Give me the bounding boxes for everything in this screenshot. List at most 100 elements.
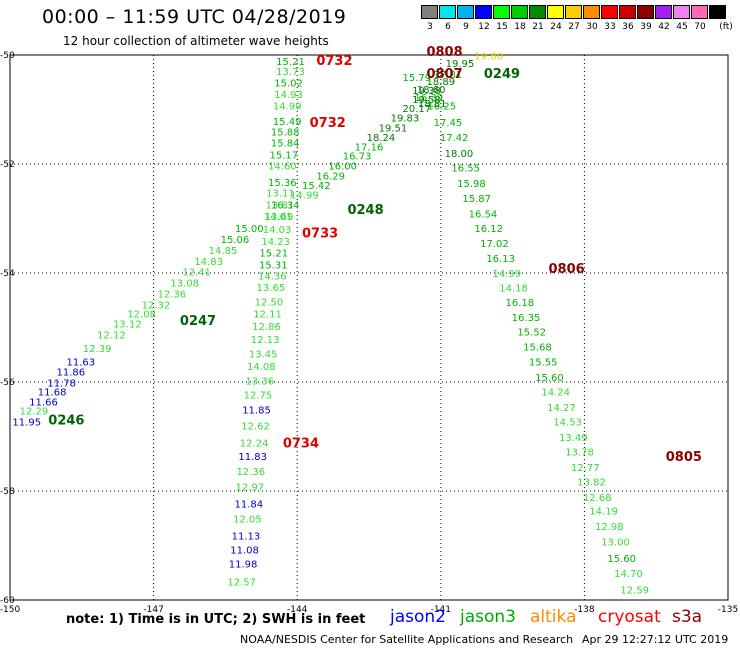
- lat-tick-label: -56: [0, 378, 15, 388]
- wave-height-value: 15.00: [235, 224, 264, 235]
- wave-height-value: 12.75: [244, 390, 273, 401]
- wave-height-value: 12.13: [251, 335, 280, 346]
- legend-swatch: [457, 5, 474, 19]
- wave-height-value: 12.08: [127, 310, 156, 321]
- wave-height-value: 20.17: [403, 104, 432, 115]
- wave-height-value: 16.29: [316, 171, 345, 182]
- wave-height-value: 16.34: [271, 201, 300, 212]
- legend-label: 33: [604, 22, 616, 32]
- lat-tick-label: -60: [0, 596, 15, 606]
- wave-height-value: 16.73: [343, 152, 372, 163]
- wave-height-value: 19.58: [412, 95, 441, 106]
- wave-height-value: 19.51: [379, 123, 408, 134]
- wave-height-value: 18.81: [418, 99, 447, 110]
- lat-tick-label: -58: [0, 487, 15, 497]
- wave-height-value: 18.00: [445, 149, 474, 160]
- wave-height-value: 14.93: [274, 90, 303, 101]
- legend-label: 39: [640, 22, 652, 32]
- wave-height-value: 11.78: [47, 378, 76, 389]
- wave-height-value: 12.97: [235, 482, 264, 493]
- legend-swatch: [637, 5, 654, 19]
- generation-timestamp: Apr 29 12:27:12 UTC 2019: [582, 633, 729, 646]
- wave-height-value: 16.12: [474, 224, 503, 235]
- legend-label: 9: [463, 22, 469, 32]
- wave-height-value: 13.65: [257, 283, 286, 294]
- legend-swatch: [691, 5, 708, 19]
- wave-height-value: 11.84: [235, 499, 264, 510]
- wave-height-value: 13.11: [266, 189, 295, 200]
- legend-label: 3: [427, 22, 433, 32]
- legend-label: 27: [568, 22, 580, 32]
- pass-time-label: 0246: [48, 414, 84, 429]
- legend-swatch: [439, 5, 456, 19]
- wave-height-value: 14.01: [264, 212, 293, 223]
- wave-height-value: 13.82: [577, 478, 606, 489]
- wave-height-value: 14.23: [261, 237, 290, 248]
- pass-time-label: 0806: [549, 262, 585, 277]
- lon-tick-label: -144: [287, 605, 308, 615]
- footnote: note: 1) Time is in UTC; 2) SWH is in fe…: [66, 612, 366, 627]
- wave-height-value: 14.18: [499, 284, 528, 295]
- wave-height-value: 14.19: [589, 506, 618, 517]
- pass-time-label: 0805: [666, 450, 702, 465]
- wave-height-value: 13.00: [601, 538, 630, 549]
- wave-height-value: 12.29: [20, 407, 49, 418]
- pass-time-label: 0249: [484, 67, 520, 82]
- wave-height-value: 15.36: [268, 178, 297, 189]
- legend-swatch: [529, 5, 546, 19]
- wave-height-value: 12.36: [236, 467, 265, 478]
- wave-height-value: 15.55: [529, 358, 558, 369]
- legend-swatch: [547, 5, 564, 19]
- wave-height-value: 15.88: [271, 128, 300, 139]
- wave-height-value: 19.83: [391, 113, 420, 124]
- wave-height-value: 16.39: [415, 93, 444, 104]
- page-title: 00:00 – 11:59 UTC 04/28/2019: [42, 6, 347, 28]
- legend-swatch: [619, 5, 636, 19]
- wave-height-value: 13.49: [559, 433, 588, 444]
- lon-tick-label: -147: [143, 605, 163, 615]
- wave-height-value: 15.21: [276, 57, 305, 68]
- pass-time-label: 0808: [426, 45, 462, 60]
- legend-swatch: [493, 5, 510, 19]
- wave-height-value: 14.03: [263, 225, 292, 236]
- legend-swatch: [565, 5, 582, 19]
- credit-line: NOAA/NESDIS Center for Satellite Applica…: [240, 633, 574, 646]
- wave-height-value: 15.02: [274, 79, 303, 90]
- wave-height-value: 11.83: [238, 452, 267, 463]
- wave-height-value: 14.70: [614, 569, 643, 580]
- page-subtitle: 12 hour collection of altimeter wave hei…: [63, 34, 329, 48]
- legend-swatch: [421, 5, 438, 19]
- wave-height-value: 13.08: [170, 279, 199, 290]
- wave-height-value: 11.13: [232, 532, 261, 543]
- wave-height-value: 14.99: [493, 269, 522, 280]
- legend-swatch: [709, 5, 726, 19]
- satellite-s3a: s3a: [672, 607, 703, 627]
- legend-swatch: [583, 5, 600, 19]
- satellite-cryosat: cryosat: [598, 607, 661, 627]
- wave-height-value: 15.79: [403, 73, 432, 84]
- wave-height-value: 16.18: [505, 298, 534, 309]
- legend-swatch: [655, 5, 672, 19]
- wave-height-value: 11.08: [230, 546, 259, 557]
- wave-height-value: 11.98: [229, 559, 258, 570]
- satellite-jason3: jason3: [460, 607, 516, 627]
- wave-height-value: 15.21: [259, 249, 288, 260]
- wave-height-value: 17.16: [355, 142, 384, 153]
- wave-height-value: 14.08: [247, 362, 276, 373]
- legend-label: 70: [694, 22, 706, 32]
- wave-height-value: 15.17: [269, 151, 298, 162]
- wave-height-value: 14.36: [258, 272, 287, 283]
- wave-height-value: 15.98: [457, 179, 486, 190]
- wave-height-value: 15.06: [221, 235, 250, 246]
- wave-height-value: 12.41: [182, 268, 211, 279]
- wave-height-value: 11.68: [38, 388, 67, 399]
- pass-time-label: 0734: [283, 436, 319, 451]
- wave-height-value: 14.53: [553, 418, 582, 429]
- wave-height-value: 14.85: [209, 246, 238, 257]
- wave-height-value: 14.83: [194, 257, 223, 268]
- wave-height-value: 14.27: [547, 403, 576, 414]
- wave-height-value: 13.12: [113, 320, 142, 331]
- wave-height-value: 12.36: [157, 290, 186, 301]
- wave-height-value: 19.80: [474, 51, 503, 62]
- wave-height-value: 12.32: [142, 300, 171, 311]
